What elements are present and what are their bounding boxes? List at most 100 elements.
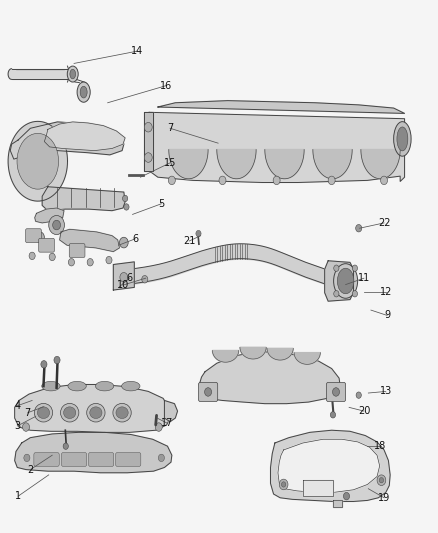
Text: 5: 5 — [158, 199, 165, 209]
Circle shape — [54, 357, 60, 364]
Polygon shape — [158, 101, 405, 114]
Circle shape — [124, 204, 129, 210]
Polygon shape — [294, 353, 320, 364]
Ellipse shape — [34, 403, 53, 422]
Polygon shape — [271, 430, 390, 502]
Ellipse shape — [80, 86, 87, 98]
Polygon shape — [199, 352, 340, 403]
Circle shape — [379, 478, 384, 483]
Text: 7: 7 — [167, 123, 173, 133]
Text: 11: 11 — [358, 273, 370, 283]
Circle shape — [120, 237, 128, 248]
Polygon shape — [14, 384, 170, 432]
Polygon shape — [164, 400, 177, 422]
Ellipse shape — [37, 407, 49, 418]
Text: 22: 22 — [378, 218, 390, 228]
Ellipse shape — [42, 381, 60, 391]
Circle shape — [158, 454, 164, 462]
Circle shape — [63, 443, 68, 449]
Ellipse shape — [90, 407, 102, 418]
Circle shape — [145, 153, 152, 163]
Text: 15: 15 — [164, 158, 176, 168]
Circle shape — [352, 265, 357, 271]
FancyBboxPatch shape — [61, 453, 87, 466]
Text: 21: 21 — [183, 236, 195, 246]
Polygon shape — [113, 262, 134, 290]
Circle shape — [145, 123, 152, 132]
Text: 7: 7 — [25, 408, 31, 418]
Circle shape — [356, 392, 361, 398]
Ellipse shape — [68, 381, 86, 391]
Circle shape — [120, 272, 128, 282]
Ellipse shape — [87, 403, 105, 422]
Circle shape — [332, 387, 339, 396]
Circle shape — [68, 259, 74, 266]
FancyBboxPatch shape — [88, 453, 114, 466]
Circle shape — [377, 475, 386, 486]
Text: 12: 12 — [380, 287, 392, 297]
Text: 3: 3 — [14, 421, 20, 431]
Polygon shape — [12, 69, 68, 79]
Polygon shape — [278, 439, 380, 492]
Circle shape — [282, 482, 286, 487]
Polygon shape — [325, 261, 353, 301]
Circle shape — [219, 176, 226, 184]
Polygon shape — [144, 112, 152, 171]
Ellipse shape — [337, 268, 354, 294]
Circle shape — [343, 492, 350, 500]
Polygon shape — [35, 208, 64, 223]
Polygon shape — [332, 500, 342, 507]
Circle shape — [22, 423, 29, 431]
Polygon shape — [361, 150, 400, 179]
Circle shape — [29, 252, 35, 260]
Polygon shape — [267, 349, 293, 360]
Text: 6: 6 — [132, 234, 138, 244]
FancyBboxPatch shape — [39, 238, 54, 252]
Circle shape — [330, 411, 336, 418]
Circle shape — [49, 253, 55, 261]
Circle shape — [328, 176, 335, 184]
Polygon shape — [11, 122, 124, 159]
Circle shape — [279, 479, 288, 490]
FancyBboxPatch shape — [69, 244, 85, 257]
Ellipse shape — [77, 82, 90, 102]
Ellipse shape — [95, 381, 114, 391]
Text: 17: 17 — [161, 418, 174, 429]
Polygon shape — [265, 150, 304, 179]
Polygon shape — [44, 122, 125, 151]
Ellipse shape — [64, 407, 76, 418]
FancyBboxPatch shape — [116, 453, 141, 466]
Polygon shape — [60, 229, 120, 252]
Text: 2: 2 — [27, 465, 34, 474]
Circle shape — [334, 265, 339, 271]
Polygon shape — [8, 122, 67, 201]
Circle shape — [352, 290, 357, 297]
FancyBboxPatch shape — [198, 382, 218, 401]
Circle shape — [41, 361, 47, 368]
Text: 10: 10 — [117, 280, 129, 290]
Circle shape — [205, 387, 212, 396]
Text: 19: 19 — [378, 492, 390, 503]
Circle shape — [356, 224, 362, 232]
Circle shape — [155, 423, 162, 431]
Polygon shape — [8, 69, 12, 79]
Text: 6: 6 — [127, 273, 133, 283]
Polygon shape — [212, 351, 239, 362]
Ellipse shape — [17, 133, 59, 189]
FancyBboxPatch shape — [25, 229, 41, 243]
Polygon shape — [14, 432, 172, 473]
Ellipse shape — [116, 407, 128, 418]
Circle shape — [168, 176, 175, 184]
Ellipse shape — [70, 69, 76, 79]
Ellipse shape — [334, 264, 357, 298]
Circle shape — [35, 232, 44, 243]
Circle shape — [142, 276, 148, 283]
Ellipse shape — [122, 381, 140, 391]
Text: 9: 9 — [384, 310, 390, 320]
Circle shape — [334, 290, 339, 297]
Ellipse shape — [394, 122, 411, 156]
Ellipse shape — [397, 127, 408, 151]
Polygon shape — [217, 150, 256, 179]
Circle shape — [24, 454, 30, 462]
Polygon shape — [240, 348, 266, 359]
